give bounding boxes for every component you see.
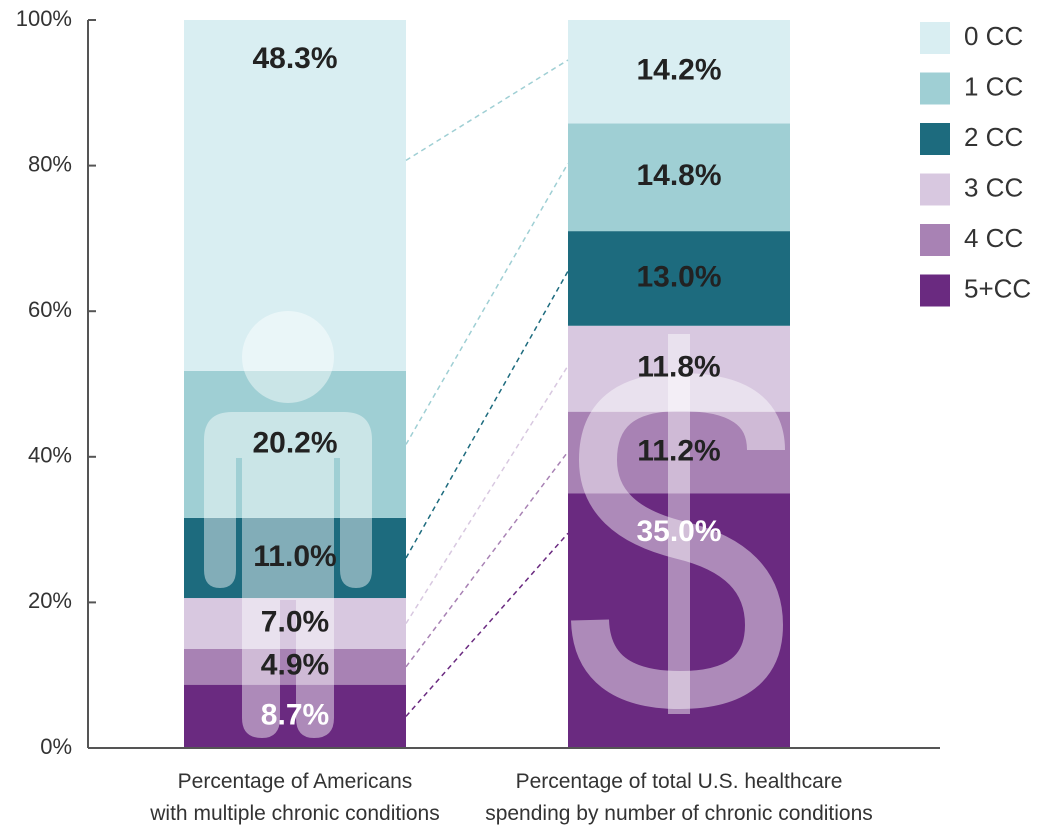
bar-segment [568, 20, 790, 124]
value-label: 14.2% [636, 54, 721, 87]
legend-swatch [920, 72, 950, 105]
legend-label: 0 CC [964, 21, 1023, 51]
person-body [204, 412, 372, 738]
legend-label: 1 CC [964, 71, 1023, 101]
connector [405, 163, 569, 445]
bar-segment [184, 517, 406, 599]
value-label: 11.8% [637, 351, 720, 384]
y-tick-label: 40% [28, 443, 72, 468]
icons [204, 311, 785, 738]
value-label: 11.2% [637, 434, 720, 467]
legend-swatch [920, 274, 950, 307]
bars [184, 20, 790, 748]
bar-segment [568, 123, 790, 232]
legend-swatch [920, 22, 950, 54]
legend-label: 2 CC [964, 122, 1023, 152]
bar-segment [184, 370, 406, 518]
dollar-bar [668, 334, 690, 714]
x-tick-label: Percentage of total U.S. healthcare spend… [485, 770, 873, 825]
person-head [242, 311, 334, 403]
value-label: 13.0% [636, 260, 721, 293]
legend-label: 3 CC [964, 172, 1023, 202]
connector [405, 365, 569, 624]
bar-segment [568, 493, 790, 748]
x-tick-label: Percentage of Americans with multiple chr… [149, 770, 439, 825]
value-label: 35.0% [636, 515, 721, 548]
dollar-s [571, 372, 785, 710]
connector [405, 59, 569, 161]
connector [405, 451, 569, 668]
value-label: 8.7% [261, 698, 329, 731]
legend-swatch [920, 123, 950, 155]
value-label: 14.8% [636, 159, 721, 192]
connector [405, 532, 569, 717]
legend-swatch [920, 224, 950, 256]
value-label: 11.0% [253, 540, 336, 573]
legend-label: 5+CC [964, 273, 1031, 303]
bar-segment [184, 20, 406, 371]
bar-segment [184, 648, 406, 685]
value-label: 20.2% [252, 426, 337, 459]
y-tick-label: 80% [28, 151, 72, 176]
y-tick-label: 60% [28, 297, 72, 322]
legend-label: 4 CC [964, 223, 1023, 253]
connector [405, 270, 569, 559]
bar-segment [568, 231, 790, 326]
y-tick-label: 0% [40, 734, 72, 759]
value-label: 7.0% [261, 605, 329, 638]
y-tick-label: 20% [28, 588, 72, 613]
bar-segment [184, 598, 406, 649]
bar-segment [184, 684, 406, 748]
y-tick-label: 100% [16, 6, 72, 31]
legend-swatch [920, 173, 950, 206]
bar-segment [568, 411, 790, 494]
bar-segment [568, 325, 790, 412]
value-label: 4.9% [261, 649, 329, 682]
value-label: 48.3% [252, 42, 337, 75]
